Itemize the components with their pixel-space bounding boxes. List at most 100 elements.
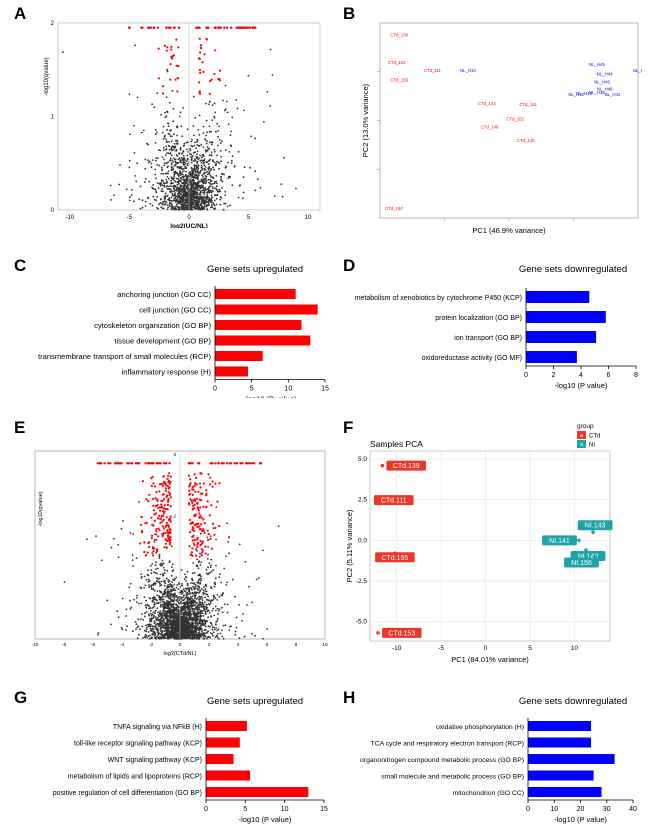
gene-point <box>231 578 234 581</box>
gene-point <box>202 632 205 634</box>
x-tick-label: 0 <box>204 806 208 813</box>
gene-point <box>164 192 167 195</box>
significant-gene-point <box>167 499 170 502</box>
gene-point <box>194 604 197 607</box>
gene-point <box>138 501 140 503</box>
significant-gene-point <box>157 535 160 538</box>
gene-point <box>198 556 201 558</box>
significant-gene-point <box>153 485 157 488</box>
gene-point <box>216 182 218 185</box>
gene-point <box>208 130 211 133</box>
gene-point <box>224 149 227 152</box>
y-tick-label: 3 <box>173 452 176 458</box>
gene-point <box>158 615 161 618</box>
gene-point <box>204 588 207 591</box>
gene-point <box>180 637 183 640</box>
gene-point <box>171 192 174 195</box>
significant-gene-point <box>140 515 143 519</box>
gene-point <box>170 614 172 616</box>
significant-gene-point <box>160 505 164 508</box>
significant-gene-point <box>165 462 168 465</box>
gene-point <box>192 95 195 98</box>
gene-point <box>241 619 244 622</box>
significant-gene-point <box>176 90 179 93</box>
gene-point <box>213 168 215 171</box>
gene-point <box>190 623 193 626</box>
gene-point <box>162 180 165 182</box>
gene-point <box>125 188 128 191</box>
significant-gene-point <box>208 92 211 95</box>
gene-point <box>198 604 201 606</box>
gene-point <box>167 161 170 164</box>
gene-point <box>184 603 186 605</box>
gene-point <box>202 549 204 552</box>
significant-gene-point <box>152 524 155 527</box>
significant-gene-point <box>158 490 161 493</box>
gene-point <box>163 602 166 605</box>
sample-point <box>593 554 597 559</box>
gene-point <box>196 196 199 199</box>
significant-gene-point <box>162 482 165 485</box>
gene-point <box>173 596 176 599</box>
significant-gene-point <box>197 57 201 60</box>
gene-point <box>151 628 153 631</box>
gene-point <box>150 162 153 165</box>
significant-gene-point <box>189 498 192 501</box>
gene-point <box>173 606 175 609</box>
significant-gene-point <box>155 462 158 465</box>
significant-gene-point <box>193 503 196 506</box>
gene-point <box>201 206 204 208</box>
gene-point <box>208 599 210 602</box>
gene-point <box>162 634 164 636</box>
gene-point <box>269 48 272 51</box>
x-tick-label: -10 <box>32 642 39 648</box>
gene-point <box>193 616 196 618</box>
gene-point <box>154 188 157 191</box>
gene-point <box>191 619 194 622</box>
significant-gene-point <box>136 462 139 465</box>
gene-point <box>165 115 168 118</box>
gene-point <box>172 207 175 210</box>
gene-point <box>181 629 184 632</box>
category-label: cell junction (GO CC) <box>139 306 211 315</box>
gene-point <box>230 159 233 162</box>
gene-point <box>216 607 219 610</box>
significant-gene-point <box>218 69 222 72</box>
gene-point <box>166 591 168 594</box>
gene-point <box>206 198 209 200</box>
significant-gene-point <box>169 496 172 499</box>
gene-point <box>200 634 203 636</box>
gene-point <box>173 602 176 605</box>
gene-point <box>208 103 210 106</box>
gene-point <box>152 195 155 198</box>
gene-point <box>200 197 203 200</box>
gene-point <box>181 135 184 138</box>
gene-point <box>167 206 170 209</box>
gene-point <box>183 578 186 580</box>
gene-point <box>193 187 196 189</box>
gene-point <box>162 182 165 185</box>
gene-point <box>177 606 179 609</box>
significant-gene-point <box>153 513 156 516</box>
gene-point <box>208 612 211 614</box>
gene-point <box>145 610 148 613</box>
gene-point <box>189 595 192 598</box>
gene-point <box>158 164 161 167</box>
panel-letter-g: G <box>14 688 28 707</box>
gene-point <box>193 199 195 202</box>
gene-point <box>222 99 225 102</box>
gene-point <box>212 527 215 529</box>
gene-point <box>157 614 160 616</box>
significant-gene-point <box>165 524 168 527</box>
gene-point <box>171 162 173 164</box>
bar <box>206 787 309 797</box>
category-label: TCA cycle and respiratory electron trans… <box>371 741 524 748</box>
gene-point <box>172 627 175 629</box>
gene-point <box>220 581 223 584</box>
gene-point <box>201 603 204 605</box>
gene-point <box>201 156 203 159</box>
gene-point <box>172 182 174 185</box>
gene-point <box>194 200 197 202</box>
gene-point <box>134 44 136 47</box>
